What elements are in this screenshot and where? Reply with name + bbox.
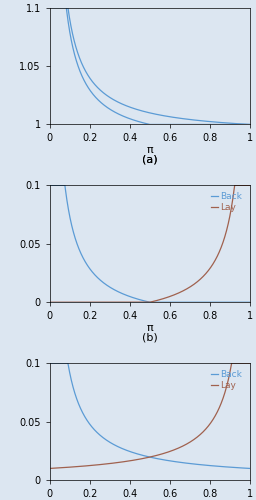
Lay [222,236,226,242]
Lay [248,182,251,188]
Line: Lay: Lay [51,363,249,469]
Lay [125,458,129,464]
Lay [49,466,52,471]
Line: Back: Back [51,363,249,469]
Lay [125,299,129,305]
Back [244,465,247,471]
Back [125,448,129,454]
Lay [84,299,87,305]
Back [49,182,52,188]
X-axis label: π: π [146,145,153,155]
Back [244,299,247,305]
Text: (a): (a) [142,155,158,165]
Back [248,299,251,305]
Lay [72,464,75,470]
Lay [244,182,247,188]
Lay [72,299,75,305]
Lay [244,360,247,366]
Lay [233,182,236,188]
Lay [248,360,251,366]
Back [222,464,226,469]
Back [49,360,52,366]
Lay [222,392,226,398]
Back [134,450,137,456]
X-axis label: π: π [146,322,153,332]
Legend: Back, Lay: Back, Lay [208,190,245,215]
Lay [230,360,233,366]
Back [72,386,75,392]
Text: (b): (b) [142,332,158,342]
Lay [134,299,137,305]
Text: (a): (a) [142,155,158,165]
Line: Back: Back [51,186,249,302]
Back [248,466,251,471]
Back [148,299,151,305]
Lay [49,299,52,305]
Back [134,296,137,302]
Back [84,259,87,265]
Back [125,292,129,298]
Back [223,299,226,305]
Lay [84,463,87,469]
Lay [134,457,137,463]
Line: Lay: Lay [51,186,249,302]
Back [84,414,87,420]
Back [72,230,75,235]
Legend: Back, Lay: Back, Lay [208,368,245,393]
